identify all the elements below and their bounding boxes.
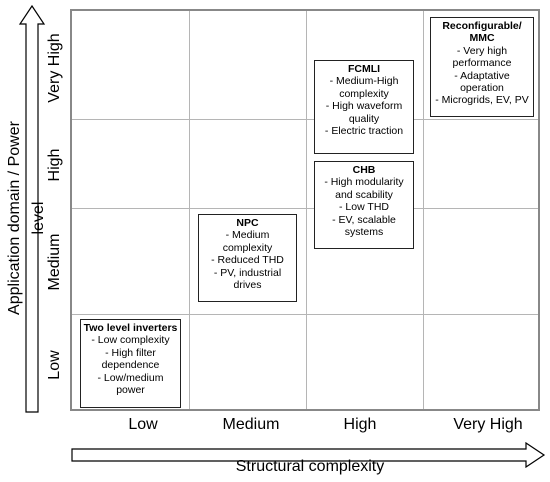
box-two-level-inverters: Two level inverters - Low complexity - H… bbox=[80, 319, 181, 408]
box-title: NPC bbox=[236, 217, 259, 229]
grid-vline bbox=[306, 11, 307, 409]
box-line: - PV, industrial bbox=[213, 266, 282, 279]
box-line: - Medium-High bbox=[329, 75, 399, 88]
box-line: dependence bbox=[101, 359, 160, 372]
box-title: Reconfigurable/ bbox=[442, 20, 522, 32]
box-reconfigurable-mmc: Reconfigurable/ MMC - Very high performa… bbox=[430, 17, 534, 117]
complexity-grid bbox=[70, 9, 540, 411]
box-line: quality bbox=[348, 112, 380, 125]
box-fcmli: FCMLI - Medium-High complexity - High wa… bbox=[314, 60, 414, 154]
col-label-very-high: Very High bbox=[453, 416, 523, 433]
box-line: performance bbox=[452, 57, 512, 70]
box-line: operation bbox=[460, 82, 504, 95]
box-line: - Medium bbox=[225, 229, 270, 242]
box-line: - Microgrids, EV, PV bbox=[435, 94, 529, 107]
grid-hline bbox=[72, 119, 538, 120]
box-line: drives bbox=[233, 279, 262, 292]
box-line: - High filter bbox=[105, 346, 156, 359]
box-line: - Adaptative bbox=[454, 69, 510, 82]
box-title: FCMLI bbox=[347, 63, 381, 75]
col-label-low: Low bbox=[128, 416, 158, 433]
row-label-high: High bbox=[46, 148, 63, 182]
col-label-high: High bbox=[343, 416, 377, 433]
box-title: CHB bbox=[352, 164, 376, 176]
col-label-medium: Medium bbox=[222, 416, 280, 433]
box-line: - EV, scalable bbox=[332, 213, 396, 226]
box-line: - Very high bbox=[456, 44, 508, 57]
box-line: - Electric traction bbox=[324, 125, 404, 138]
row-label-medium: Medium bbox=[46, 233, 63, 291]
box-line: systems bbox=[344, 226, 384, 239]
grid-vline bbox=[189, 11, 190, 409]
grid-hline bbox=[72, 208, 538, 209]
box-line: - Low complexity bbox=[91, 334, 170, 347]
x-axis-arrow bbox=[71, 442, 546, 468]
grid-hline bbox=[72, 314, 538, 315]
box-npc: NPC - Medium complexity - Reduced THD - … bbox=[198, 214, 297, 302]
box-line: - Reduced THD bbox=[211, 254, 284, 267]
box-line: - Low/medium bbox=[97, 371, 164, 384]
row-label-low: Low bbox=[46, 350, 63, 380]
box-line: complexity bbox=[339, 87, 389, 100]
box-line: complexity bbox=[222, 241, 273, 254]
box-line: - High waveform bbox=[325, 100, 403, 113]
y-axis-arrow bbox=[18, 4, 46, 413]
box-line: - High modularity bbox=[324, 176, 404, 189]
box-chb: CHB - High modularity and scability - Lo… bbox=[314, 161, 414, 249]
box-title: Two level inverters bbox=[83, 322, 178, 334]
box-line: and scability bbox=[335, 188, 393, 201]
box-line: - Low THD bbox=[339, 201, 389, 214]
y-axis-label: Application domain / Power level bbox=[6, 121, 47, 315]
x-axis-label: Structural complexity bbox=[235, 458, 385, 475]
box-line: power bbox=[116, 384, 145, 397]
row-label-very-high: Very High bbox=[46, 33, 63, 103]
box-title: MMC bbox=[469, 32, 495, 45]
grid-vline bbox=[423, 11, 424, 409]
